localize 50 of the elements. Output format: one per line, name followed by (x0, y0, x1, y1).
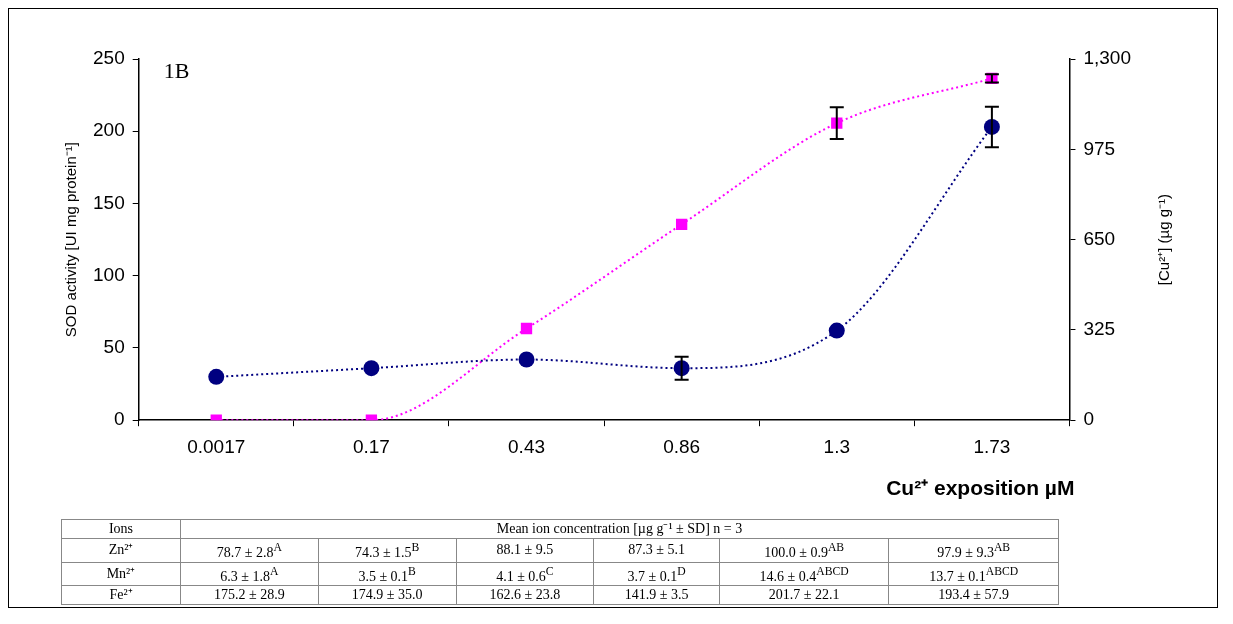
y-tick-label: 0 (114, 408, 125, 430)
text: 13.7 ± 0.1$^{ABCD}$ (888, 562, 1059, 586)
text: 141.9 ± 3.5 (593, 585, 720, 605)
x-tick-label: 1.73 (973, 435, 1011, 457)
text: 78.7 ± 2.8$^{A}$ (180, 538, 319, 563)
y-tick-label: 150 (93, 191, 125, 213)
text: 175.2 ± 28.9 (180, 585, 319, 605)
text: 97.9 ± 9.3$^{AB}$ (888, 538, 1059, 563)
point (518, 351, 535, 368)
x-axis-title: Cu²⁺ exposition µM (886, 476, 1075, 500)
x-tick-label: 1.3 (823, 435, 850, 457)
text: Fe²⁺ (61, 585, 181, 605)
point (520, 322, 533, 335)
y-tick-label: 50 (103, 336, 125, 358)
text: 193.4 ± 57.9 (888, 585, 1059, 605)
text: 162.6 ± 23.8 (456, 585, 594, 605)
text: 3.7 ± 0.1$^{D}$ (593, 562, 720, 586)
text: 100.0 ± 0.9$^{AB}$ (719, 538, 889, 563)
text: 6.3 ± 1.8$^{A}$ (180, 562, 319, 586)
text: 87.3 ± 5.1 (593, 538, 720, 563)
point (675, 218, 688, 230)
y2-axis-title: [Cu²⁺] (µg g⁻¹) (1155, 194, 1173, 286)
y2-tick-label: 1,300 (1083, 47, 1131, 69)
y2-tick-label: 650 (1083, 227, 1116, 249)
y2-tick-label: 325 (1083, 318, 1116, 340)
x-tick-label: 0.43 (508, 435, 546, 457)
text: 174.9 ± 35.0 (318, 585, 456, 605)
x-tick-label: 0.17 (352, 435, 390, 457)
y-axis-title: SOD activity [UI mg protein⁻¹] (62, 142, 80, 338)
text: 4.1 ± 0.6$^{C}$ (456, 562, 594, 586)
y2-tick-label: 975 (1083, 137, 1116, 159)
text: 201.7 ± 22.1 (719, 585, 889, 605)
x-tick-label: 0.0017 (187, 435, 246, 457)
y-tick-label: 200 (93, 119, 125, 141)
point (208, 368, 225, 385)
text: Zn²⁺ (61, 538, 181, 563)
text: 3.5 ± 0.1$^{B}$ (318, 562, 456, 586)
text: 74.3 ± 1.5$^{B}$ (318, 538, 456, 563)
text: 14.6 ± 0.4$^{ABCD}$ (719, 562, 889, 586)
point (828, 322, 845, 339)
x-tick-label: 0.86 (663, 435, 701, 457)
annotation: 1B (163, 57, 190, 83)
text: Mn²⁺ (61, 562, 181, 586)
point (363, 360, 380, 377)
y-tick-label: 250 (93, 47, 125, 69)
text: Mean ion concentration [µg g⁻¹ ± SD] n = 3 (180, 519, 1059, 539)
text: 88.1 ± 9.5 (456, 538, 594, 563)
text: Ions (61, 519, 181, 539)
y2-tick-label: 0 (1083, 408, 1095, 430)
y-tick-label: 100 (93, 263, 125, 285)
